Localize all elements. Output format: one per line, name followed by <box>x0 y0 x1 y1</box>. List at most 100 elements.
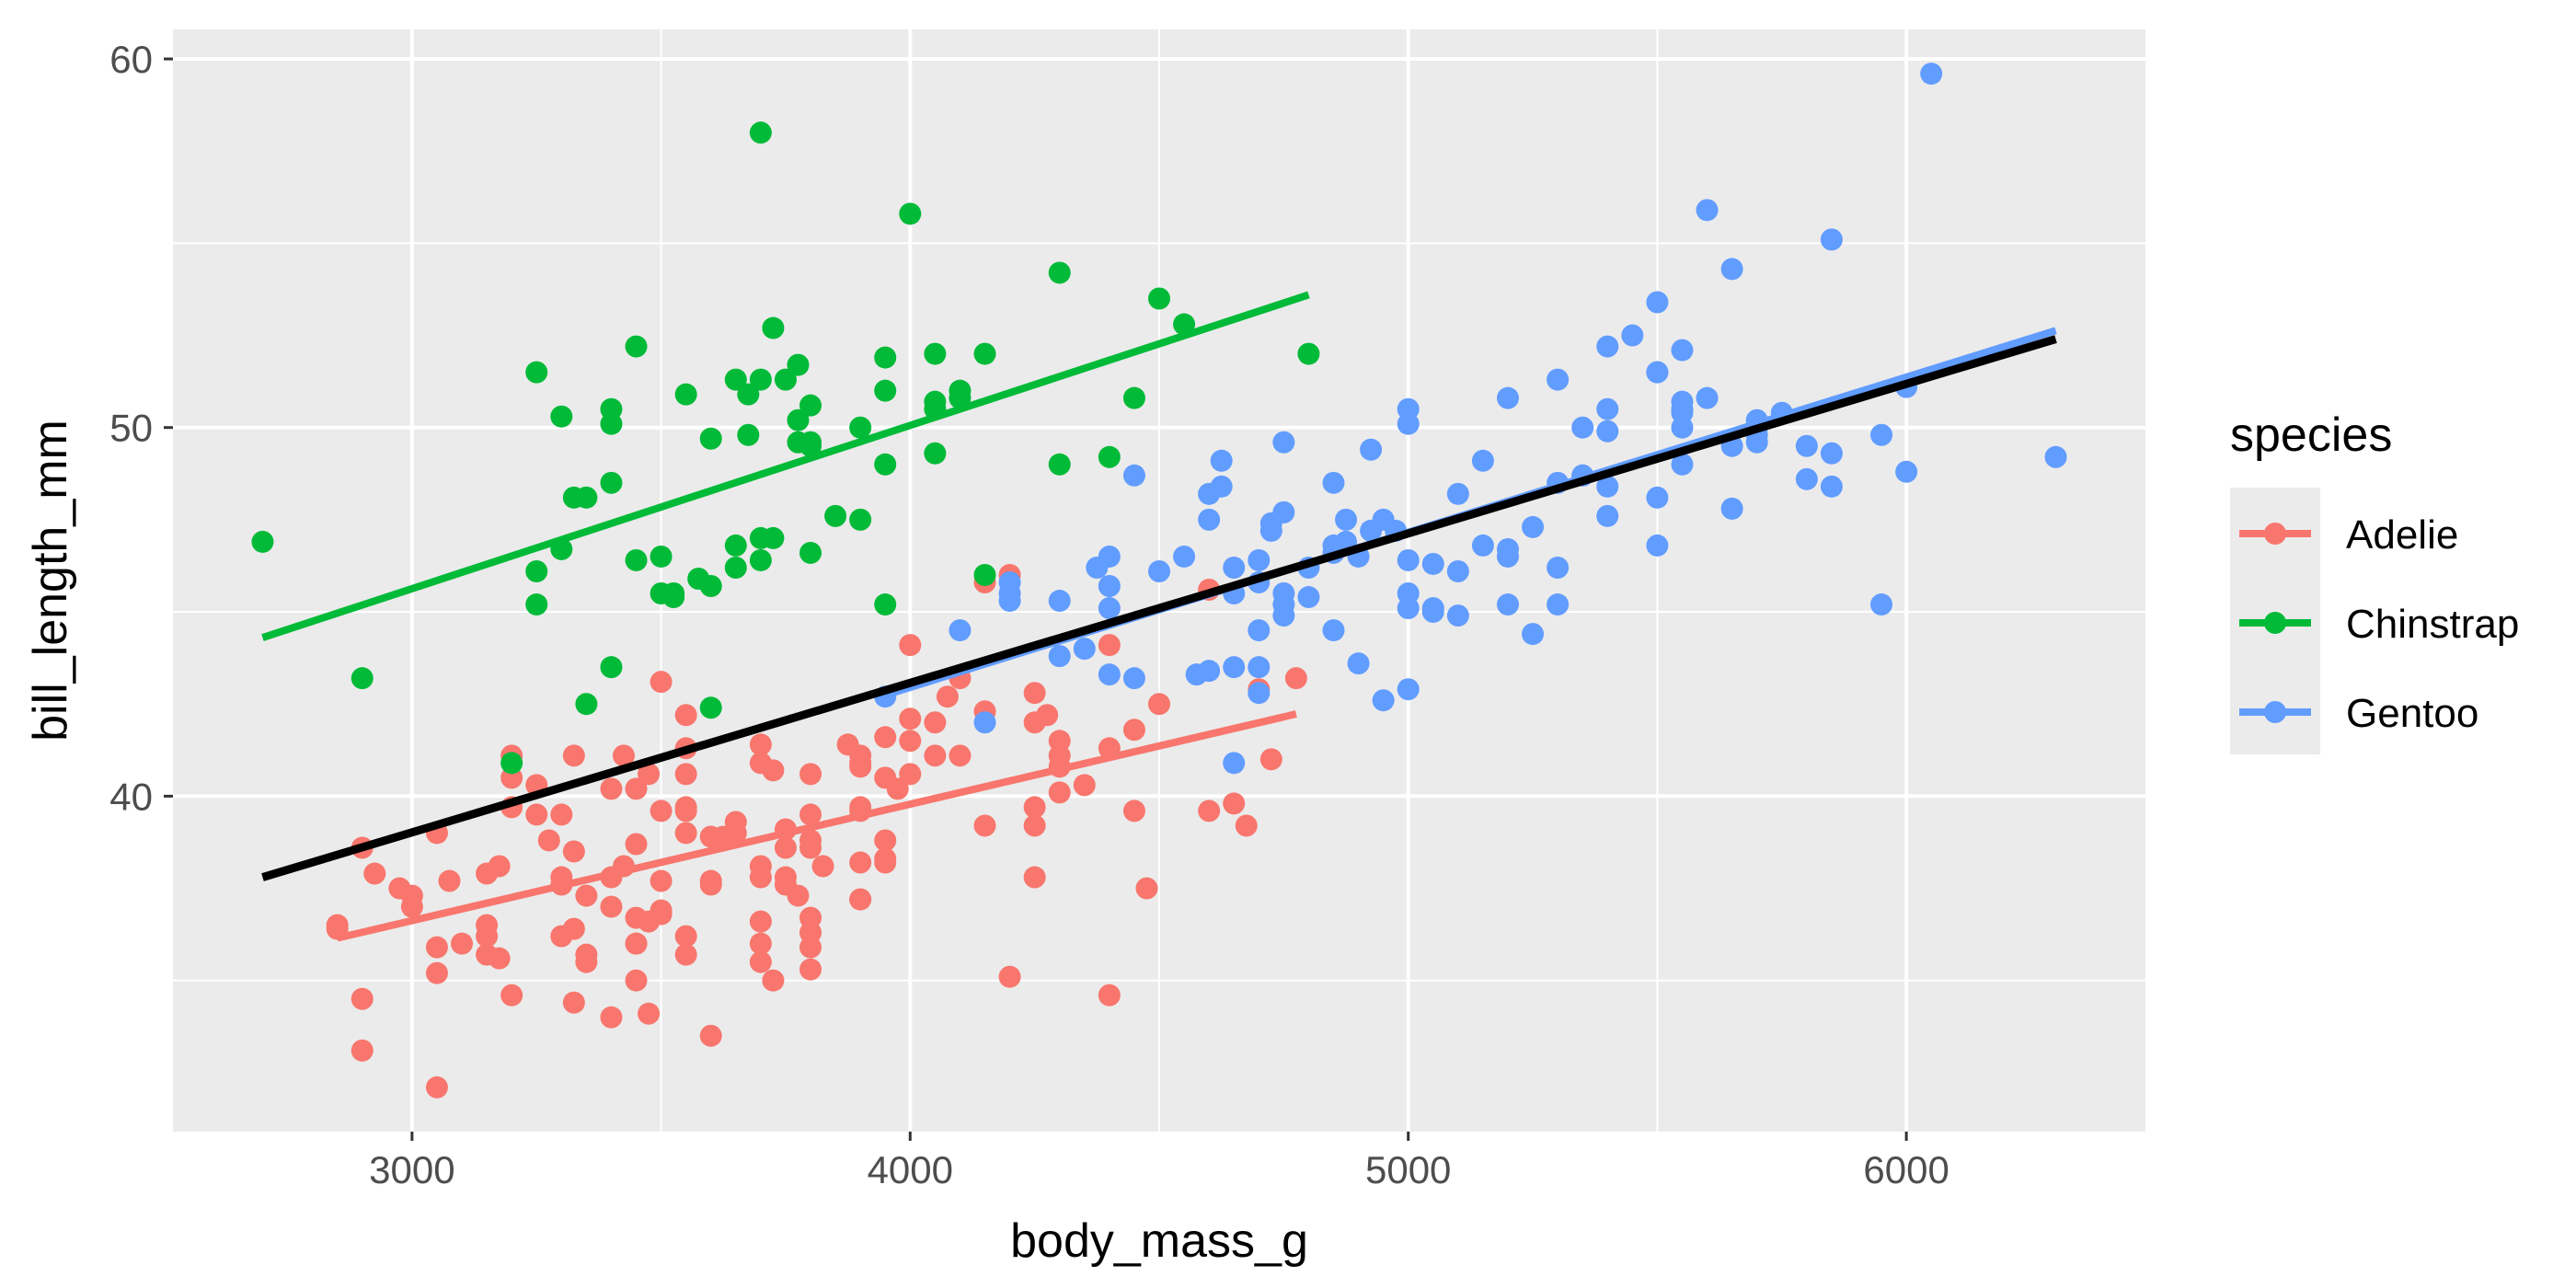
data-point-adelie <box>500 983 523 1006</box>
data-point-gentoo <box>1048 645 1071 668</box>
data-point-chinstrap <box>924 442 947 465</box>
data-point-gentoo <box>1547 368 1570 391</box>
data-point-adelie <box>1235 814 1258 837</box>
data-point-adelie <box>488 855 511 878</box>
data-point-adelie <box>724 822 747 845</box>
data-point-adelie <box>899 763 922 786</box>
data-point-adelie <box>1048 781 1071 804</box>
data-point-gentoo <box>1397 397 1420 420</box>
data-point-gentoo <box>1210 449 1233 472</box>
data-point-gentoo <box>1547 593 1570 616</box>
data-point-adelie <box>1023 682 1046 705</box>
data-point-adelie <box>749 950 772 973</box>
data-point-gentoo <box>1086 556 1109 579</box>
data-point-gentoo <box>1297 586 1320 609</box>
x-tick-label: 3000 <box>369 1148 454 1191</box>
data-point-gentoo <box>1696 386 1719 409</box>
data-point-adelie <box>849 744 872 767</box>
data-point-gentoo <box>1446 559 1469 582</box>
data-point-adelie <box>936 685 959 708</box>
data-point-adelie <box>363 862 386 885</box>
data-point-chinstrap <box>762 526 785 549</box>
x-axis-title: body_mass_g <box>1010 1214 1308 1268</box>
data-point-gentoo <box>1596 397 1619 420</box>
data-point-gentoo <box>1596 504 1619 527</box>
data-point-gentoo <box>1547 556 1570 579</box>
data-point-adelie <box>674 943 697 966</box>
data-point-adelie <box>625 932 648 955</box>
data-point-chinstrap <box>600 656 623 679</box>
data-point-gentoo <box>998 590 1021 613</box>
data-point-chinstrap <box>774 368 797 391</box>
data-point-adelie <box>1135 877 1158 900</box>
data-point-adelie <box>1023 814 1046 837</box>
data-point-gentoo <box>1421 552 1444 575</box>
data-point-gentoo <box>1696 199 1719 222</box>
data-point-chinstrap <box>674 383 697 406</box>
data-point-gentoo <box>1471 449 1494 472</box>
data-point-gentoo <box>1522 515 1545 538</box>
data-point-adelie <box>849 851 872 874</box>
data-point-chinstrap <box>924 390 947 413</box>
data-point-adelie <box>400 884 423 907</box>
legend: species Adelie Chinstrap Gentoo <box>2230 408 2519 754</box>
data-point-chinstrap <box>575 486 598 509</box>
data-point-gentoo <box>1322 619 1345 642</box>
data-point-gentoo <box>1397 548 1420 571</box>
data-point-gentoo <box>1870 423 1893 446</box>
data-point-adelie <box>1284 667 1307 690</box>
data-point-gentoo <box>1820 442 1843 465</box>
data-point-adelie <box>638 763 661 786</box>
data-point-adelie <box>924 711 947 734</box>
data-point-chinstrap <box>525 361 548 384</box>
x-tick-label: 6000 <box>1863 1148 1949 1191</box>
data-point-chinstrap <box>625 548 648 571</box>
data-point-gentoo <box>1671 339 1694 362</box>
data-point-adelie <box>1023 796 1046 819</box>
data-point-adelie <box>537 829 560 852</box>
data-point-adelie <box>625 777 648 800</box>
data-point-adelie <box>849 888 872 911</box>
data-point-chinstrap <box>1297 342 1320 365</box>
data-point-gentoo <box>1720 497 1743 520</box>
data-point-gentoo <box>1173 545 1196 568</box>
data-point-adelie <box>674 763 697 786</box>
data-point-gentoo <box>1122 667 1145 690</box>
data-point-gentoo <box>1471 534 1494 557</box>
y-tick-label: 60 <box>109 38 153 81</box>
data-point-chinstrap <box>1048 261 1071 284</box>
data-point-gentoo <box>1870 593 1893 616</box>
data-point-adelie <box>949 744 972 767</box>
data-point-chinstrap <box>1173 313 1196 336</box>
data-point-adelie <box>699 825 722 848</box>
data-point-gentoo <box>1098 597 1121 620</box>
data-point-adelie <box>774 866 797 889</box>
data-point-adelie <box>438 869 461 892</box>
data-point-adelie <box>886 777 909 800</box>
data-point-chinstrap <box>849 416 872 439</box>
y-tick-label: 40 <box>109 775 153 818</box>
data-point-adelie <box>451 932 474 955</box>
data-point-gentoo <box>1596 420 1619 443</box>
data-point-adelie <box>525 803 548 826</box>
data-point-adelie <box>1073 774 1096 797</box>
data-point-adelie <box>562 840 585 863</box>
data-point-adelie <box>674 796 697 819</box>
data-point-gentoo <box>1098 663 1121 686</box>
data-point-gentoo <box>1048 590 1071 613</box>
data-point-chinstrap <box>625 335 648 358</box>
data-point-gentoo <box>1210 475 1233 498</box>
data-point-chinstrap <box>525 593 548 616</box>
data-point-gentoo <box>1248 548 1271 571</box>
data-point-adelie <box>1148 693 1170 716</box>
data-point-gentoo <box>1185 663 1208 686</box>
data-point-chinstrap <box>874 453 897 476</box>
data-point-chinstrap <box>699 575 722 598</box>
data-point-gentoo <box>1148 559 1170 582</box>
data-point-gentoo <box>1248 619 1271 642</box>
data-point-adelie <box>799 921 822 944</box>
data-point-adelie <box>1259 748 1282 771</box>
data-point-adelie <box>924 744 947 767</box>
data-point-adelie <box>1098 634 1121 657</box>
